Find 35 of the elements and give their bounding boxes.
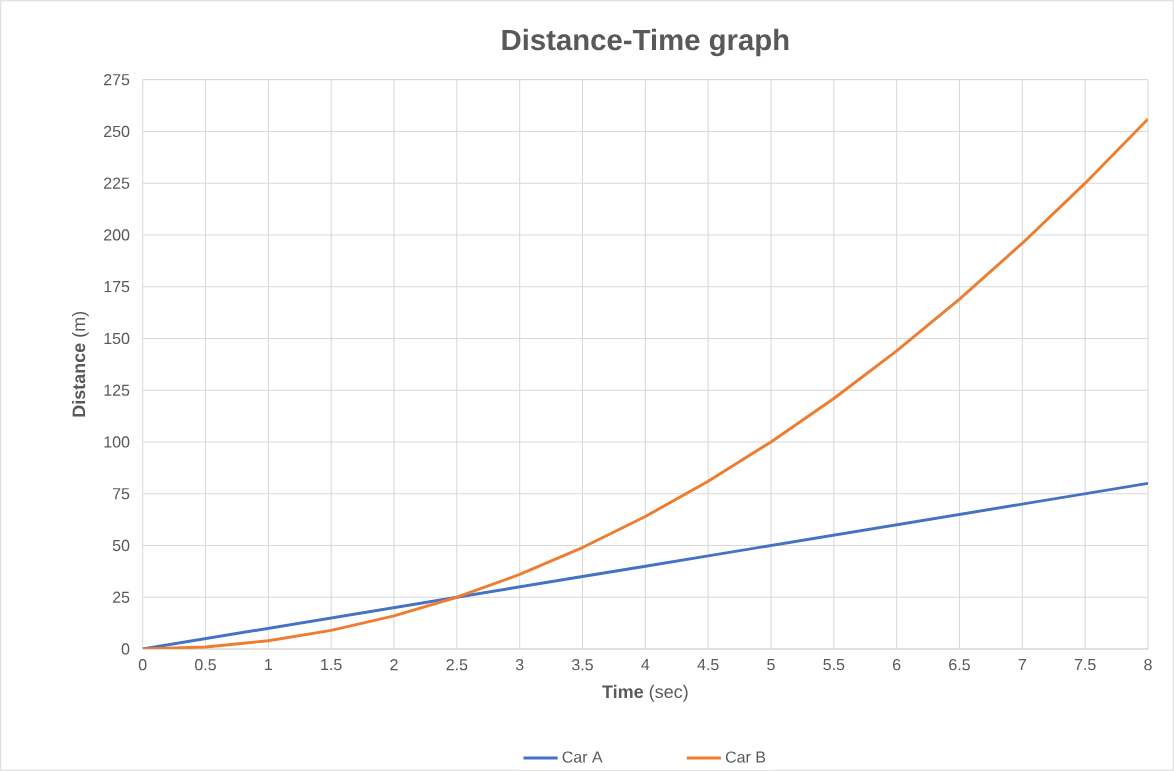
legend-label: Car A [562, 751, 603, 763]
y-tick-label: 200 [104, 229, 130, 241]
x-tick-label: 6.5 [949, 659, 970, 671]
x-tick-label: 0.5 [195, 659, 216, 671]
x-tick-label: 5.5 [823, 659, 845, 671]
chart-title: Distance-Time graph [502, 28, 789, 57]
x-axis-title: Time (sec) [602, 684, 688, 702]
line-series [142, 117, 1148, 649]
y-tick-label: 175 [104, 281, 130, 293]
x-tick-label: 5 [767, 659, 775, 671]
y-tick-label: 125 [104, 384, 130, 396]
x-tick-label: 8 [1144, 659, 1152, 671]
x-tick-label: 1.5 [321, 659, 342, 671]
x-tick-label: 4.5 [697, 659, 719, 671]
legend-label: Car B [725, 751, 766, 763]
x-tick-label: 3.5 [571, 659, 593, 671]
x-tick-label: 1 [265, 659, 272, 671]
x-tick-label: 2 [390, 659, 398, 671]
x-tick-label: 6 [893, 659, 901, 671]
x-tick-label: 7.5 [1074, 659, 1096, 671]
y-tick-label: 150 [104, 332, 130, 345]
y-tick-label: 25 [112, 591, 130, 603]
y-tick-label: 50 [112, 539, 130, 552]
y-tick-label: 0 [121, 643, 130, 655]
y-tick-label: 275 [104, 74, 130, 86]
x-tick-label: 4 [641, 659, 650, 671]
y-tick-label: 225 [104, 177, 130, 189]
x-tick-label: 2.5 [446, 659, 468, 671]
y-tick-label: 250 [104, 125, 130, 138]
x-tick-label: 0 [138, 659, 147, 671]
y-axis-title: Distance (m) [72, 311, 89, 417]
x-tick-label: 7 [1018, 659, 1026, 671]
y-tick-label: 100 [104, 436, 130, 448]
x-tick-label: 3 [515, 659, 524, 671]
y-tick-label: 75 [112, 488, 130, 500]
